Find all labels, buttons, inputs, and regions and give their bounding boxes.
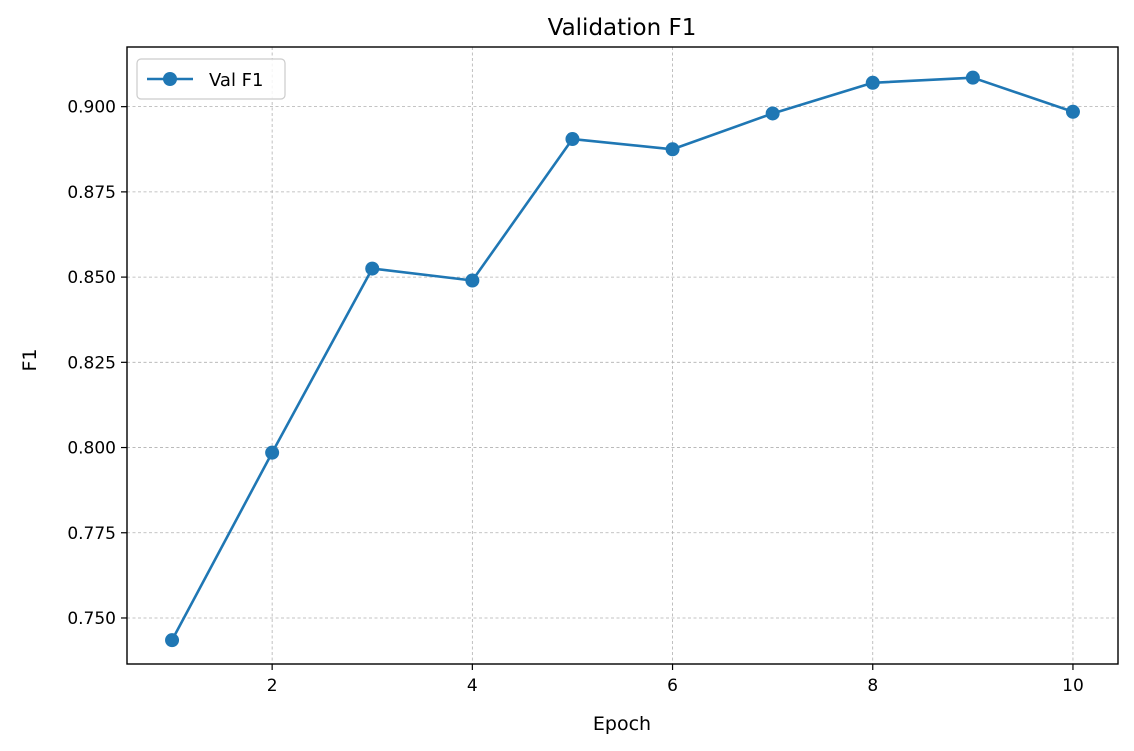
data-point bbox=[665, 142, 680, 157]
data-point bbox=[765, 106, 780, 121]
y-tick-label: 0.775 bbox=[67, 524, 116, 544]
x-tick-label: 10 bbox=[1062, 676, 1084, 696]
legend: Val F1 bbox=[136, 58, 286, 100]
data-point bbox=[465, 273, 480, 288]
data-point bbox=[365, 261, 380, 276]
axis-ticks: 2 4 6 8 10 0.750 0.775 0.800 0.825 0.850 0.875 0.90… bbox=[67, 98, 1083, 696]
plot-area-frame bbox=[126, 46, 1119, 665]
y-tick-label: 0.900 bbox=[67, 98, 116, 118]
x-tick-label: 4 bbox=[467, 676, 478, 696]
x-tick-label: 2 bbox=[267, 676, 278, 696]
data-point bbox=[565, 132, 580, 147]
data-point bbox=[1065, 104, 1080, 119]
legend-label: Val F1 bbox=[209, 70, 263, 91]
legend-box bbox=[136, 58, 286, 100]
x-axis-label: Epoch bbox=[593, 713, 651, 735]
series-layer bbox=[165, 70, 1080, 648]
x-tick-label: 6 bbox=[667, 676, 678, 696]
x-tick-label: 8 bbox=[867, 676, 878, 696]
y-tick-label: 0.800 bbox=[67, 439, 116, 459]
y-tick-label: 0.750 bbox=[67, 609, 116, 629]
y-tick-label: 0.825 bbox=[67, 353, 116, 373]
y-axis-label: F1 bbox=[19, 348, 41, 371]
y-tick-label: 0.875 bbox=[67, 183, 116, 203]
series-line bbox=[170, 76, 1074, 641]
data-point bbox=[965, 70, 980, 85]
data-point bbox=[165, 633, 180, 648]
data-point bbox=[265, 445, 280, 460]
y-tick-label: 0.850 bbox=[67, 268, 116, 288]
data-point bbox=[865, 75, 880, 90]
chart-title: Validation F1 bbox=[548, 15, 697, 41]
grid-lines bbox=[127, 47, 1118, 664]
legend-marker-swatch bbox=[163, 72, 177, 86]
